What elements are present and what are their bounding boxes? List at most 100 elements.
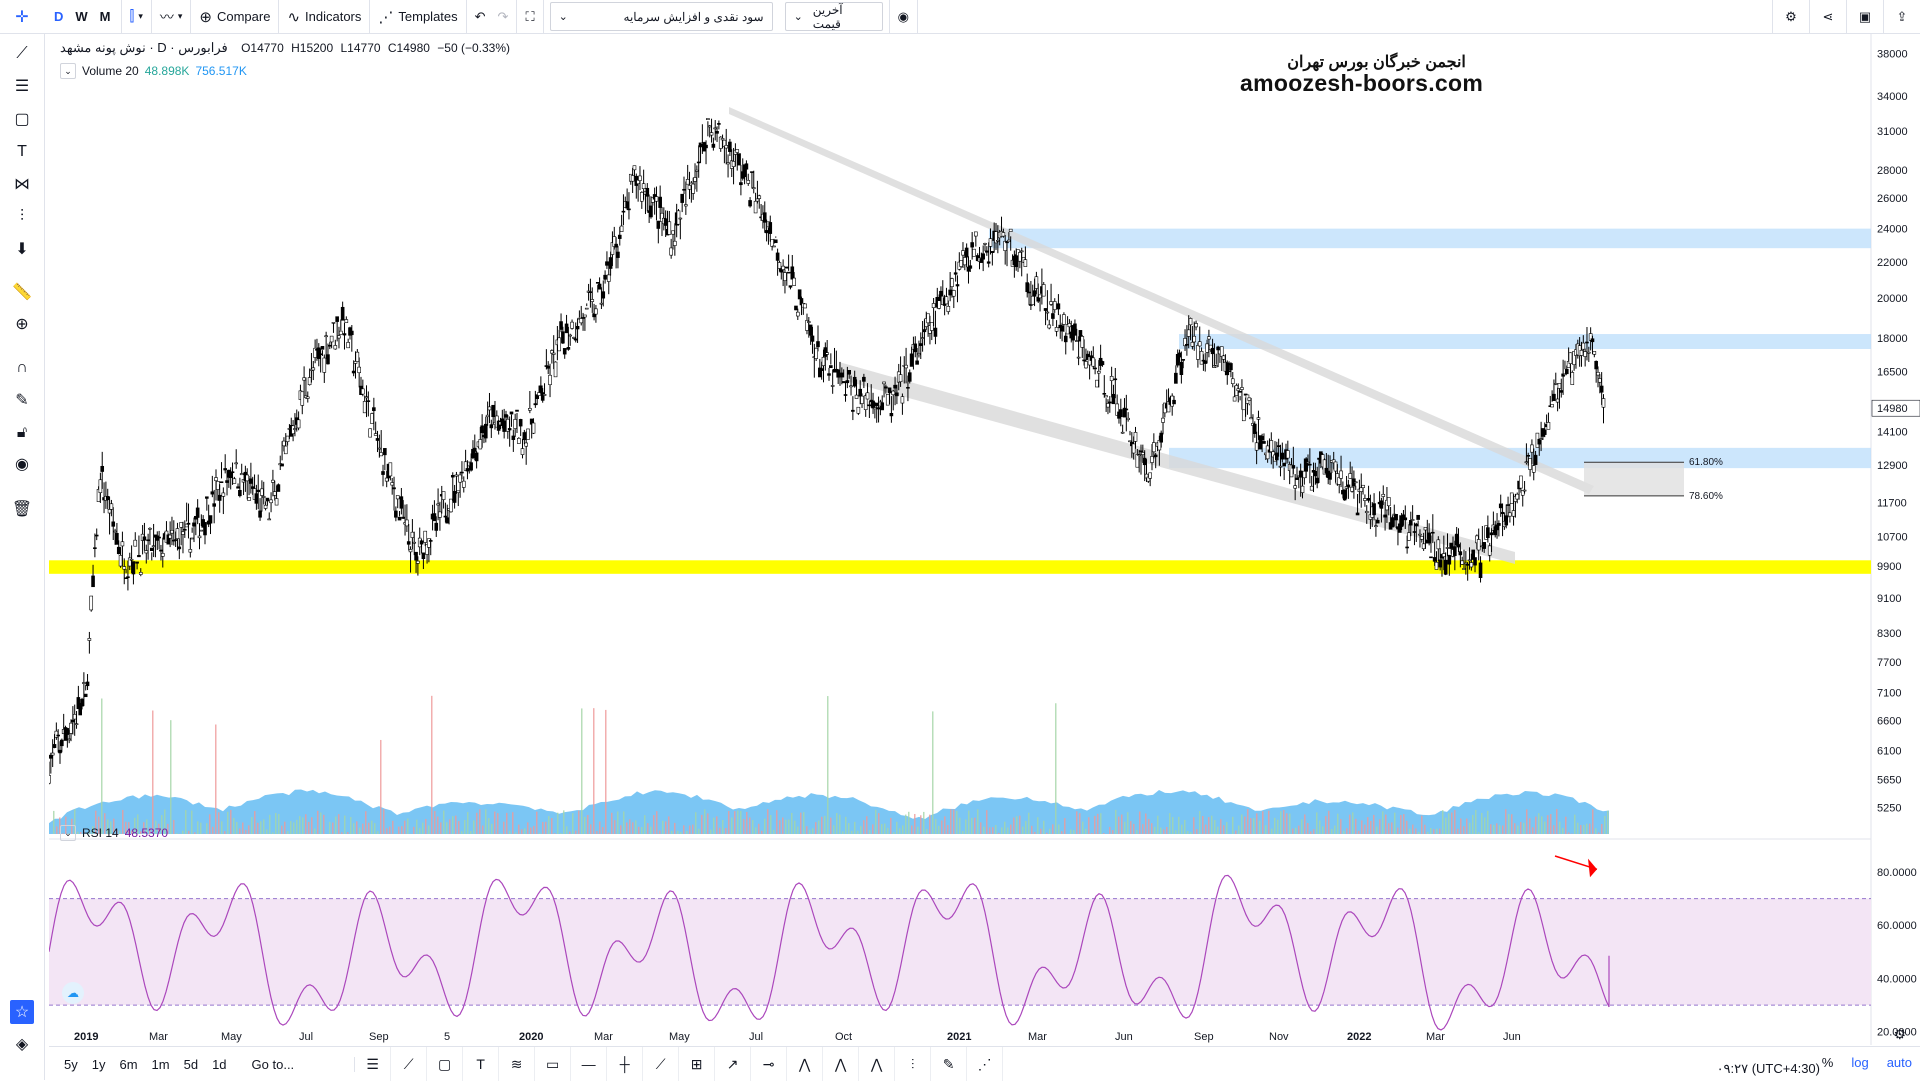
- text-tool-bottom[interactable]: T: [463, 1047, 499, 1081]
- measure-tool[interactable]: ⊞: [679, 1047, 715, 1081]
- horizontal-lines-tool[interactable]: ☰: [10, 74, 34, 98]
- hide-tool[interactable]: ◉: [10, 452, 34, 476]
- projection-tool[interactable]: ⫶: [10, 205, 34, 229]
- lock-tool[interactable]: 🔓︎: [10, 421, 34, 445]
- path-tool[interactable]: ⟋: [643, 1047, 679, 1081]
- hline-tool[interactable]: —: [571, 1047, 607, 1081]
- chart-type-button[interactable]: ⫿ ▾: [122, 0, 152, 33]
- volume-bar: [1559, 822, 1561, 834]
- range-1d[interactable]: 1d: [205, 1057, 233, 1072]
- remove-tool[interactable]: 🗑︎: [10, 497, 34, 521]
- ray-tool[interactable]: ⊸: [751, 1047, 787, 1081]
- line-type-button[interactable]: 〰 ▾: [152, 0, 192, 33]
- interval-m[interactable]: M: [94, 9, 117, 24]
- rsi-label[interactable]: RSI 14: [82, 826, 119, 840]
- abcd-tool[interactable]: ⋀: [823, 1047, 859, 1081]
- range-6m[interactable]: 6m: [112, 1057, 144, 1072]
- candle-body: [1180, 362, 1183, 374]
- collapse-icon[interactable]: ⌄: [60, 825, 76, 841]
- channel-tool[interactable]: ≋: [499, 1047, 535, 1081]
- indicators-button[interactable]: ∿ Indicators: [279, 0, 370, 33]
- rectangle-tool[interactable]: ▢: [10, 107, 34, 131]
- fullscreen-button[interactable]: ⛶: [517, 0, 543, 33]
- volume-bar: [1481, 813, 1483, 834]
- visibility-button[interactable]: ◉: [889, 0, 918, 33]
- volume-bar: [1214, 820, 1216, 834]
- range-1y[interactable]: 1y: [85, 1057, 113, 1072]
- time-readout[interactable]: ۰۹:۲۷ (UTC+4:30): [1717, 1061, 1820, 1077]
- arrow-tool[interactable]: ⬇: [10, 237, 34, 261]
- share-button[interactable]: ⋖: [1809, 0, 1846, 33]
- price-axis[interactable]: 3800034000310002800026000240002200020000…: [1872, 49, 1920, 1039]
- magnet-tool[interactable]: ∩: [10, 356, 34, 380]
- volume-bar: [1532, 827, 1534, 834]
- zoom-tool[interactable]: ⊕: [10, 312, 34, 336]
- volume-label[interactable]: Volume 20: [82, 64, 139, 78]
- range-5y[interactable]: 5y: [57, 1057, 85, 1072]
- candle-body: [209, 516, 212, 524]
- publish-button[interactable]: ⇪: [1883, 0, 1920, 33]
- favorites-button[interactable]: ☆: [10, 1000, 34, 1024]
- xabcd-tool[interactable]: ⋀: [787, 1047, 823, 1081]
- candle-body: [576, 326, 579, 329]
- candle-body: [875, 403, 878, 406]
- volume-bar: [503, 822, 505, 834]
- candle-body: [1195, 323, 1198, 326]
- dividend-dropdown[interactable]: ⌄ سود نقدی و افزایش سرمایه: [550, 2, 773, 31]
- candle-body: [809, 325, 812, 335]
- volume-bar: [497, 813, 499, 834]
- auto-toggle[interactable]: auto: [1887, 1055, 1912, 1070]
- candle-body: [974, 232, 977, 236]
- range-5d[interactable]: 5d: [177, 1057, 205, 1072]
- arrow-tool-bottom[interactable]: ↗: [715, 1047, 751, 1081]
- volume-bar: [1460, 818, 1462, 834]
- ruler-tool[interactable]: 📏: [10, 280, 34, 304]
- rect-tool[interactable]: ▢: [427, 1047, 463, 1081]
- price-type-dropdown[interactable]: ⌄ آخرین قیمت: [785, 2, 883, 31]
- interval-d[interactable]: D: [48, 9, 69, 24]
- callout-tool[interactable]: ▭: [535, 1047, 571, 1081]
- candle-body: [521, 449, 524, 455]
- percent-toggle[interactable]: %: [1822, 1055, 1834, 1070]
- candle-body: [413, 542, 416, 543]
- candle-body: [552, 353, 555, 354]
- volume-bar: [314, 829, 316, 834]
- collapse-icon[interactable]: ⌄: [60, 63, 76, 79]
- symbol-title[interactable]: نوش پونه مشهد · D · فرابورس: [60, 40, 228, 55]
- range-1m[interactable]: 1m: [145, 1057, 177, 1072]
- settings-button[interactable]: ⚙: [1772, 0, 1809, 33]
- compare-button[interactable]: ⊕ Compare: [191, 0, 279, 33]
- log-toggle[interactable]: log: [1851, 1055, 1868, 1070]
- snapshot-button[interactable]: ▣: [1846, 0, 1883, 33]
- forecast-tool[interactable]: ⫶: [895, 1047, 931, 1081]
- lines-icon: ☰: [366, 1056, 379, 1073]
- goto-button[interactable]: Go to...: [252, 1057, 356, 1072]
- lines-tool[interactable]: ☰: [355, 1047, 391, 1081]
- templates-button[interactable]: ⋰ Templates: [370, 0, 466, 33]
- cross-tool[interactable]: ┼: [607, 1047, 643, 1081]
- trend-tool[interactable]: ⟋: [391, 1047, 427, 1081]
- chart-settings-icon[interactable]: ⚙: [1893, 1026, 1906, 1043]
- brush-tool[interactable]: ✎: [931, 1047, 967, 1081]
- node-tool[interactable]: ⋰: [967, 1047, 1003, 1081]
- fib-label: 78.60%: [1689, 491, 1723, 502]
- text-tool[interactable]: T: [10, 140, 34, 164]
- elliott-tool[interactable]: ⋀: [859, 1047, 895, 1081]
- pattern-tool[interactable]: ⋈: [10, 172, 34, 196]
- crosshair-tool[interactable]: ✛: [0, 0, 44, 33]
- volume-bar: [464, 820, 466, 834]
- trend-line-tool[interactable]: ⟋: [10, 42, 34, 66]
- redo-icon[interactable]: ↷: [498, 9, 509, 25]
- candle-body: [989, 239, 992, 247]
- object-tree-button[interactable]: ◈: [10, 1032, 34, 1056]
- volume-bar: [1187, 831, 1189, 834]
- volume-bar: [815, 822, 817, 834]
- tv-logo-icon[interactable]: ☁: [62, 982, 84, 1004]
- stay-drawing-tool[interactable]: ✎: [10, 388, 34, 412]
- undo-icon[interactable]: ↶: [475, 9, 486, 25]
- candle-body: [558, 338, 561, 351]
- interval-w[interactable]: W: [69, 9, 93, 24]
- candle-body: [376, 438, 379, 440]
- chart-area[interactable]: 61.80%78.60% 380003400031000280002600024…: [49, 34, 1920, 1046]
